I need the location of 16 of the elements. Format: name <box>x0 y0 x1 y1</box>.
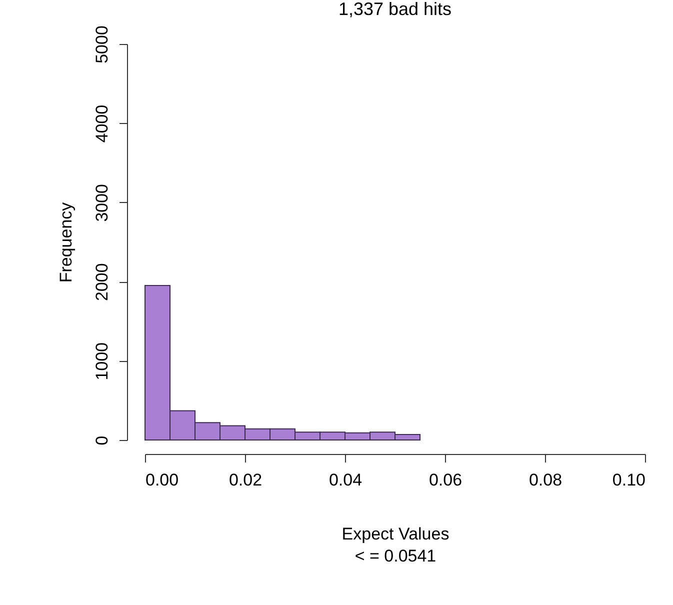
y-tick-label: 1000 <box>92 342 112 380</box>
x-axis-title: Expect Values <box>342 524 450 544</box>
y-tick-label: 0 <box>92 436 112 446</box>
x-tick-label: 0.02 <box>228 470 262 490</box>
x-tick-label: 0.10 <box>612 470 646 490</box>
y-axis-title: Frequency <box>56 202 76 283</box>
x-tick-label: 0.00 <box>146 470 179 490</box>
text: < = 0.0541 <box>354 546 436 566</box>
y-tick-label: 4000 <box>92 104 112 143</box>
y-tick-label: 3000 <box>92 184 112 222</box>
x-tick-label: 0.08 <box>528 470 562 490</box>
x-tick-label: 0.04 <box>328 470 362 490</box>
y-tick-label: 2000 <box>92 263 112 302</box>
chart-title: 1,337 bad hits <box>338 0 452 20</box>
x-tick-label: 0.06 <box>428 470 462 490</box>
y-tick-label: 5000 <box>92 26 112 64</box>
